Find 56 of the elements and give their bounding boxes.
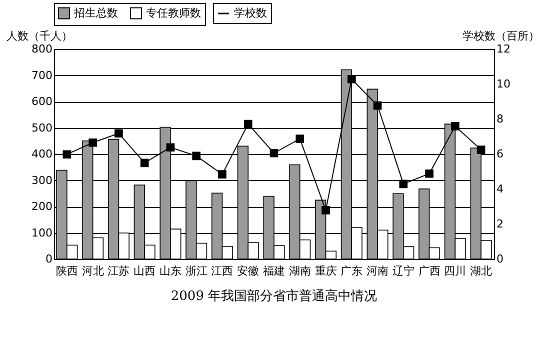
point [114, 129, 123, 138]
point [373, 101, 382, 110]
point [166, 143, 175, 152]
x-tick-label: 辽宁 [392, 264, 414, 278]
text: 2009 年我国部分省市普通高中情况 [170, 288, 378, 304]
y2-tick-label: 8 [496, 112, 504, 126]
point [347, 74, 356, 84]
y2-tick-label: 10 [496, 78, 510, 90]
x-tick-label: 广东 [340, 264, 363, 278]
x-tick-label: 陕西 [56, 264, 78, 278]
x-tick-label: 安徽 [237, 264, 260, 278]
legend-label: 专任教师数 [146, 6, 201, 20]
y2-tick-label: 4 [496, 182, 504, 196]
point [218, 170, 226, 178]
x-tick-label: 河北 [82, 264, 104, 278]
point [192, 152, 201, 160]
y2-tick-label: 6 [496, 148, 504, 160]
y-tick-label: 500 [32, 121, 52, 134]
point [140, 158, 149, 168]
y-tick-label: 100 [32, 226, 52, 240]
y-axis-title: 人数（千人） [6, 30, 72, 42]
y2-tick-label: 12 [496, 42, 510, 56]
y-tick-label: 700 [32, 68, 52, 82]
legend-label: 学校数 [234, 6, 267, 20]
y-tick-label: 400 [32, 148, 52, 160]
point [451, 122, 460, 130]
y-tick-label: 600 [32, 95, 52, 108]
point [270, 148, 278, 158]
x-tick-label: 浙江 [185, 264, 208, 278]
x-tick-label: 山东 [159, 264, 182, 278]
point [322, 206, 330, 214]
x-tick-label: 湖北 [470, 264, 492, 278]
point [425, 169, 434, 178]
x-tick-label: 广西 [418, 264, 440, 278]
y2-tick-label: 2 [496, 218, 504, 230]
y2-axis-title: 学校数（百所） [462, 30, 538, 42]
y-tick-label: 300 [32, 174, 52, 187]
x-tick-label: 重庆 [314, 264, 337, 278]
y2-tick-label: 0 [496, 252, 504, 266]
x-tick-label: 江苏 [108, 264, 130, 278]
point [88, 138, 97, 147]
legend-label: 招生总数 [73, 6, 118, 20]
x-tick-label: 湖南 [288, 264, 311, 278]
y-tick-label: 0 [46, 252, 52, 266]
point [244, 120, 252, 128]
y-tick-label: 200 [32, 200, 52, 213]
point [399, 180, 408, 188]
x-tick-label: 河南 [366, 264, 389, 278]
x-tick-label: 江西 [211, 264, 234, 278]
point [476, 146, 486, 154]
y-tick-label: 800 [32, 42, 52, 56]
point [296, 134, 304, 143]
x-tick-label: 福建 [263, 264, 285, 278]
x-tick-label: 四川 [444, 264, 466, 278]
point [62, 150, 72, 159]
x-tick-label: 山西 [134, 264, 156, 278]
